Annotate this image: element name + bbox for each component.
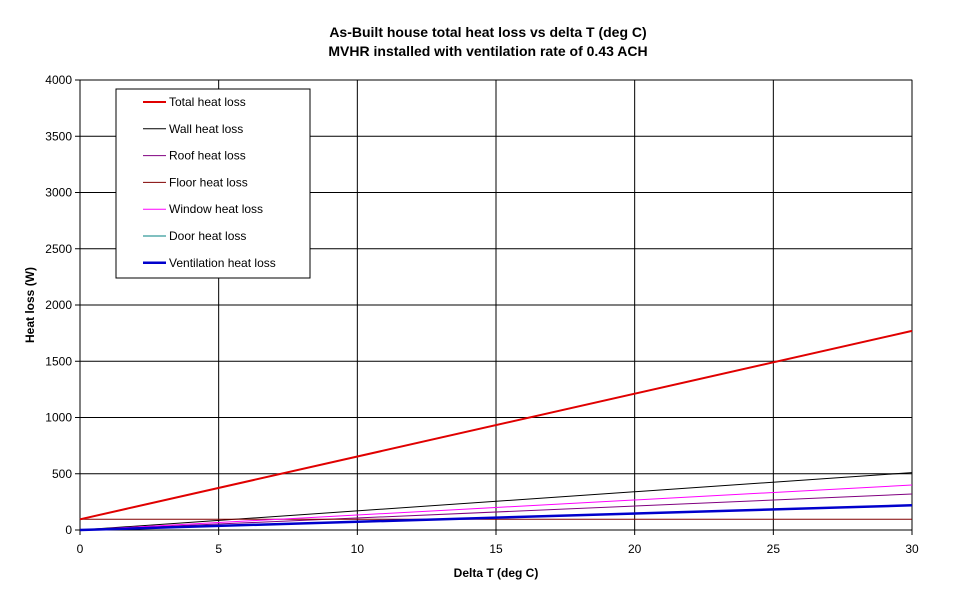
y-tick-label: 2000 xyxy=(45,298,72,312)
legend-label-total-heat-loss: Total heat loss xyxy=(169,95,246,109)
y-tick-label: 2500 xyxy=(45,242,72,256)
series-line-wall-heat-loss xyxy=(79,472,913,531)
x-tick-label: 5 xyxy=(215,542,222,556)
chart-subtitle: MVHR installed with ventilation rate of … xyxy=(328,43,647,59)
series-line-roof-heat-loss xyxy=(79,493,913,531)
chart-title: As-Built house total heat loss vs delta … xyxy=(329,24,646,40)
legend-label-wall-heat-loss: Wall heat loss xyxy=(169,122,243,136)
legend-label-door-heat-loss: Door heat loss xyxy=(169,229,246,243)
series-line-window-heat-loss xyxy=(79,484,913,531)
legend: Total heat loss Wall heat loss Roof heat l… xyxy=(115,88,311,279)
x-tick-label: 25 xyxy=(767,542,781,556)
y-tick-label: 500 xyxy=(52,467,72,481)
y-axis-title: Heat loss (W) xyxy=(23,267,37,343)
x-tick-label: 20 xyxy=(628,542,642,556)
x-tick-labels: 0 5 10 15 20 25 30 xyxy=(77,542,919,556)
axes xyxy=(75,79,913,535)
legend-box xyxy=(115,88,311,279)
legend-label-ventilation-heat-loss: Ventilation heat loss xyxy=(169,256,276,270)
legend-label-floor-heat-loss: Floor heat loss xyxy=(169,175,248,189)
y-tick-label: 1500 xyxy=(45,354,72,368)
y-tick-label: 4000 xyxy=(45,73,72,87)
series-lines xyxy=(79,329,913,532)
legend-label-window-heat-loss: Window heat loss xyxy=(169,202,263,216)
x-tick-label: 15 xyxy=(489,542,503,556)
x-axis-title: Delta T (deg C) xyxy=(454,566,539,580)
legend-label-roof-heat-loss: Roof heat loss xyxy=(169,149,246,163)
y-tick-label: 0 xyxy=(65,523,72,537)
x-tick-label: 10 xyxy=(351,542,365,556)
series-line-total-heat-loss xyxy=(79,329,913,521)
series-line-ventilation-heat-loss xyxy=(79,504,913,532)
y-tick-label: 3500 xyxy=(45,129,72,143)
x-tick-label: 30 xyxy=(905,542,919,556)
x-tick-label: 0 xyxy=(77,542,84,556)
y-tick-label: 1000 xyxy=(45,411,72,425)
y-tick-labels: 0 500 1000 1500 2000 2500 3000 3500 4000 xyxy=(45,73,72,537)
y-tick-label: 3000 xyxy=(45,186,72,200)
